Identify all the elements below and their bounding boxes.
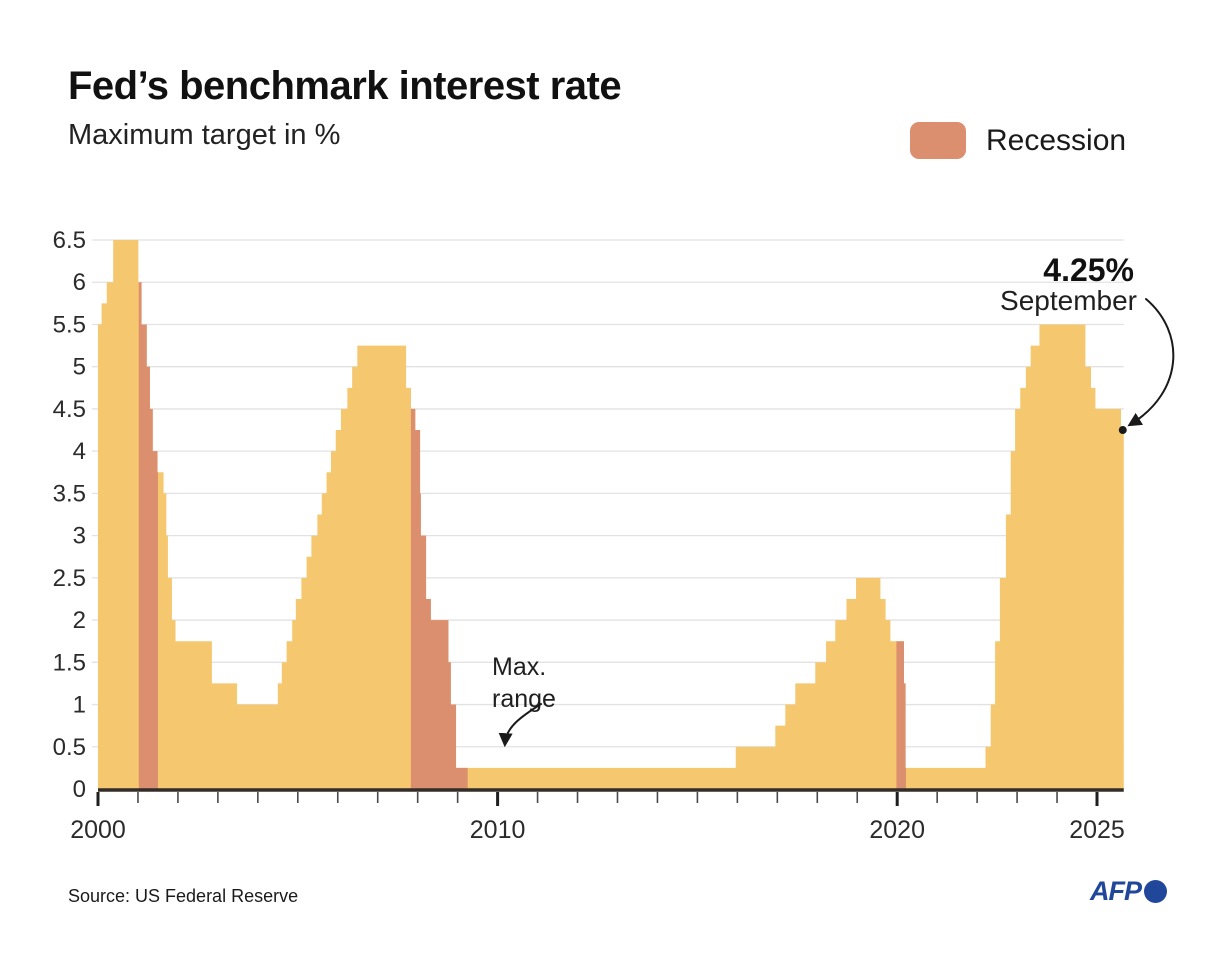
y-axis-tick-label: 2 <box>73 607 86 634</box>
max-range-label-line2: range <box>492 685 556 713</box>
y-axis-tick-label: 2.5 <box>53 565 86 592</box>
afp-logo-text: AFP <box>1090 876 1142 906</box>
y-axis-tick-label: 4.5 <box>53 396 86 423</box>
latest-rate-value: 4.25% <box>1043 252 1134 288</box>
recession-band <box>896 240 906 789</box>
latest-point-dot <box>1118 426 1127 435</box>
y-axis-tick-label: 6.5 <box>53 227 86 254</box>
y-axis-tick-label: 5 <box>73 354 86 381</box>
page-title: Fed’s benchmark interest rate <box>68 64 622 108</box>
max-range-arrow <box>498 703 542 748</box>
afp-logo: AFP <box>1090 876 1167 907</box>
x-axis-tick-label: 2020 <box>869 816 925 844</box>
max-range-label-line1: Max. <box>492 653 546 681</box>
latest-rate-arrow <box>1127 298 1175 427</box>
recession-legend-swatch <box>910 122 966 159</box>
source-credit: Source: US Federal Reserve <box>68 886 299 906</box>
page-subtitle: Maximum target in % <box>68 119 341 151</box>
y-axis-tick-label: 0 <box>73 776 86 803</box>
latest-point <box>1118 426 1127 435</box>
recession-legend-label: Recession <box>986 123 1127 157</box>
legend: Recession <box>910 122 1126 159</box>
y-axis-tick-label: 3 <box>73 523 86 550</box>
afp-logo-circle-icon <box>1144 880 1167 903</box>
y-axis-tick-label: 6 <box>73 269 86 296</box>
y-axis-tick-label: 1 <box>73 692 86 719</box>
y-axis-tick-label: 3.5 <box>53 480 86 507</box>
y-axis-tick-label: 1.5 <box>53 649 86 676</box>
gridlines <box>92 239 1124 748</box>
y-axis-tick-label: 5.5 <box>53 311 86 338</box>
recession-band <box>138 240 158 789</box>
x-axis-tick-label: 2025 <box>1069 816 1125 844</box>
y-axis-tick-label: 4 <box>73 438 86 465</box>
x-axis-tick-label: 2000 <box>70 816 126 844</box>
axes: 0 0.5 1 1.5 2 2.5 3 3.5 4 4.5 5 5.5 6 6.5 2000 2010 2020… <box>53 227 1125 844</box>
x-axis-tick-label: 2010 <box>470 816 526 844</box>
chart-annotations: 4.25% September Max. range <box>492 252 1175 748</box>
rate-area-series <box>98 240 1124 789</box>
rate-area-path <box>98 240 1124 789</box>
latest-rate-month: September <box>1000 285 1137 316</box>
y-axis-tick-label: 0.5 <box>53 734 86 761</box>
recession-band <box>410 240 468 789</box>
